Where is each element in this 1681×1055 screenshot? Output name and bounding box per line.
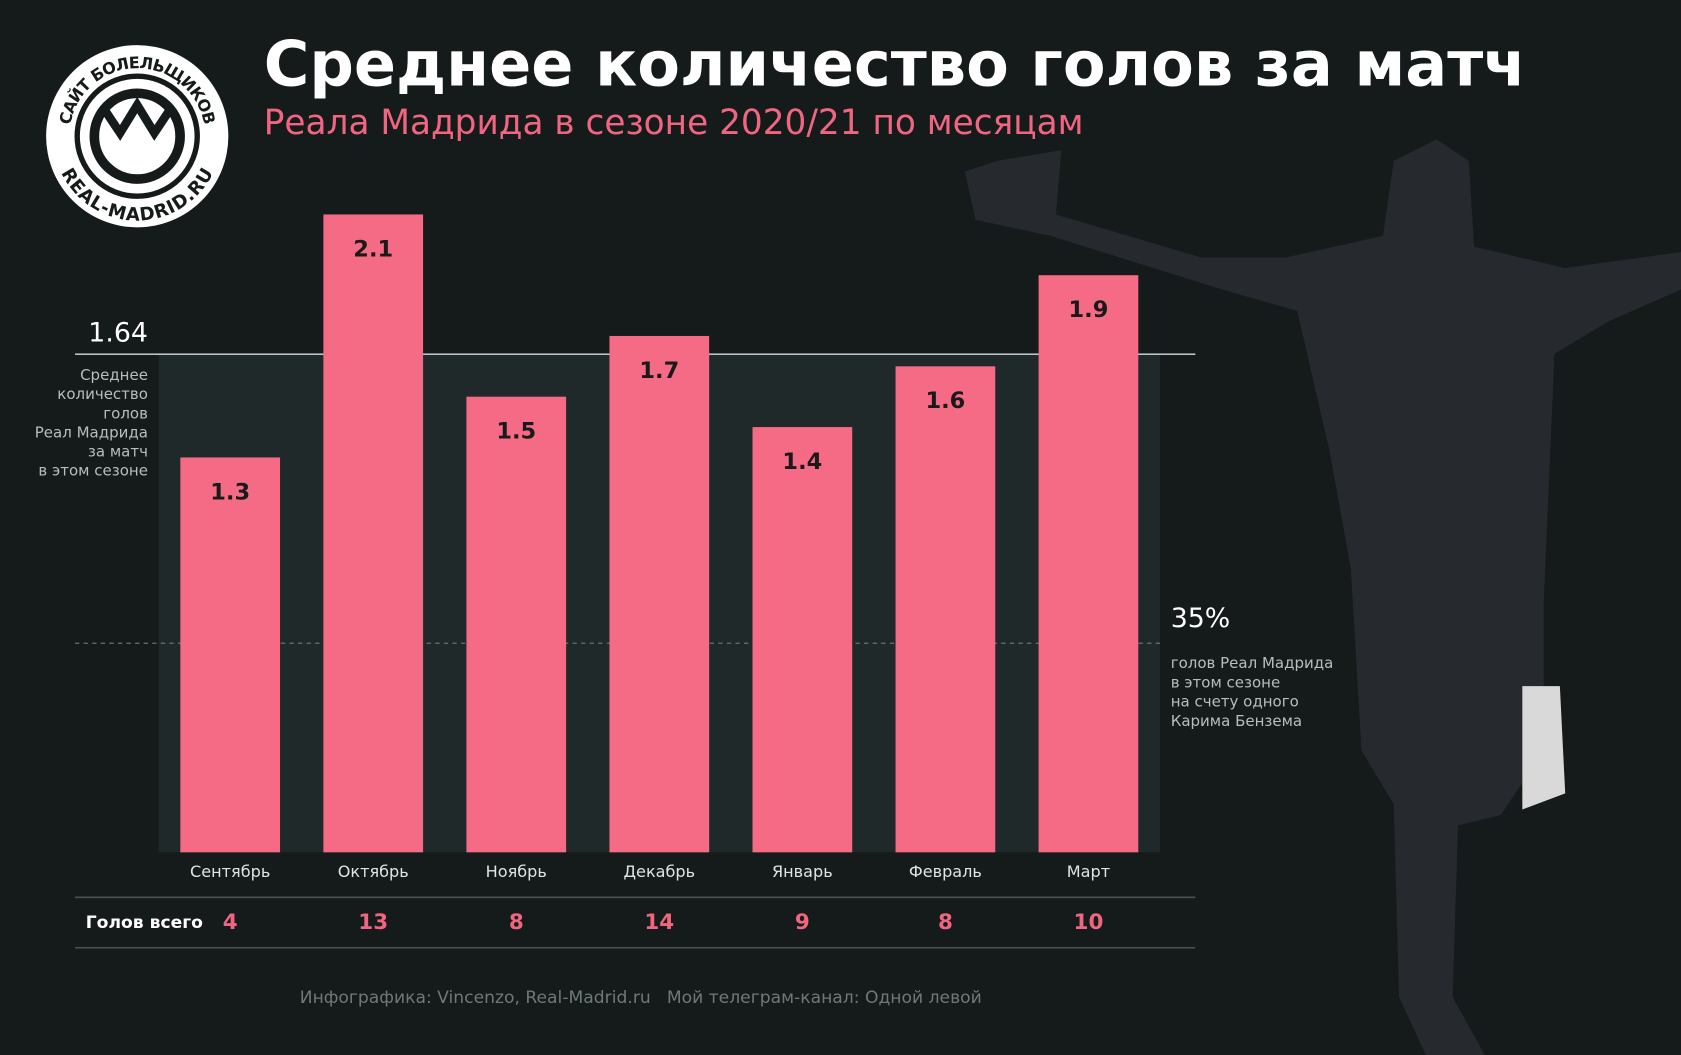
reference-text: Реал Мадрида bbox=[35, 423, 148, 441]
footer-credit: Инфографика: Vincenzo, Real-Madrid.ru bbox=[300, 988, 651, 1008]
player-boot bbox=[1522, 686, 1566, 810]
total-value: 8 bbox=[938, 910, 953, 935]
logo-emblem bbox=[89, 88, 185, 184]
x-tick-label: Ноябрь bbox=[486, 862, 547, 881]
logo-m bbox=[99, 96, 176, 141]
total-value: 10 bbox=[1074, 910, 1104, 935]
player-photo bbox=[964, 139, 1681, 1055]
bar bbox=[323, 214, 424, 853]
bar-value-label: 1.3 bbox=[210, 479, 250, 505]
total-value: 8 bbox=[509, 910, 524, 935]
annotation-text: голов Реал Мадрида bbox=[1171, 654, 1334, 672]
bar bbox=[609, 335, 710, 853]
reference-text: Среднее bbox=[80, 366, 148, 384]
bar bbox=[180, 457, 281, 853]
player-silhouette bbox=[964, 139, 1681, 1055]
x-tick-label: Март bbox=[1067, 862, 1110, 881]
logo-disc bbox=[46, 45, 229, 228]
bar-value-label: 1.5 bbox=[496, 419, 536, 445]
chart-subtitle: Реала Мадрида в сезоне 2020/21 по месяца… bbox=[264, 103, 1084, 143]
bar bbox=[752, 427, 853, 853]
chart-title: Среднее количество голов за матч bbox=[264, 28, 1526, 101]
totals-label: Голов всего bbox=[86, 913, 203, 933]
bar-value-label: 1.9 bbox=[1069, 297, 1109, 323]
reference-text: в этом сезоне bbox=[38, 462, 148, 480]
bar-value-label: 1.4 bbox=[782, 449, 822, 475]
bar bbox=[1038, 275, 1139, 853]
reference-value: 1.64 bbox=[88, 317, 148, 348]
reference-text: количество bbox=[57, 385, 148, 403]
total-value: 9 bbox=[795, 910, 810, 935]
x-tick-label: Январь bbox=[772, 862, 833, 881]
logo-ring bbox=[74, 73, 200, 199]
annotation-text: Карима Бензема bbox=[1171, 712, 1302, 730]
x-tick-label: Сентябрь bbox=[190, 862, 270, 881]
annotation-text: на счету одного bbox=[1171, 693, 1299, 711]
total-value: 13 bbox=[358, 910, 388, 935]
bar-value-label: 2.1 bbox=[353, 236, 393, 262]
x-tick-label: Октябрь bbox=[338, 862, 409, 881]
bar-value-label: 1.7 bbox=[639, 358, 679, 384]
bar bbox=[895, 366, 996, 853]
total-value: 4 bbox=[223, 910, 238, 935]
total-value: 14 bbox=[644, 910, 674, 935]
x-tick-label: Декабрь bbox=[624, 862, 696, 881]
logo: САЙТ БОЛЕЛЬЩИКОВ REAL-MADRID.RU bbox=[46, 45, 229, 228]
bar-value-label: 1.6 bbox=[925, 388, 965, 414]
bar bbox=[466, 396, 567, 853]
annotation-text: в этом сезоне bbox=[1171, 673, 1281, 691]
reference-text: голов bbox=[103, 404, 148, 422]
reference-text: за матч bbox=[88, 442, 148, 460]
annotation-value: 35% bbox=[1171, 603, 1231, 634]
footer-channel: Мой телеграм-канал: Одной левой bbox=[667, 988, 982, 1008]
x-tick-label: Февраль bbox=[909, 862, 982, 881]
